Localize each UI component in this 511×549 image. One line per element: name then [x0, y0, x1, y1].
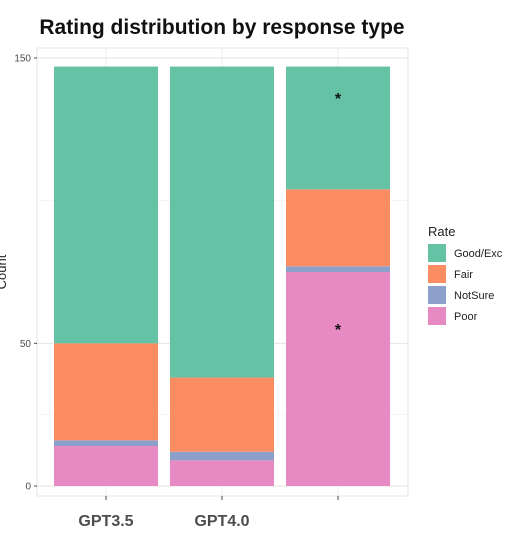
bar-segment-good-exc: [54, 66, 158, 344]
legend-label: Fair: [454, 269, 473, 281]
bars-layer: [54, 66, 390, 486]
legend: Rate Good/Exc Fair NotSure Poor: [428, 224, 503, 325]
bar-segment-notsure: [286, 266, 390, 272]
y-tick-label: 50: [20, 339, 32, 350]
legend-label: Poor: [454, 311, 478, 323]
y-axis: 0 50 150: [14, 54, 37, 493]
y-axis-label: Count: [0, 254, 9, 289]
bar-segment-fair: [54, 343, 158, 441]
legend-title: Rate: [428, 224, 455, 239]
x-tick-label: GPT4.0: [194, 513, 249, 530]
bar-segment-poor: [54, 446, 158, 486]
legend-swatch: [428, 307, 446, 325]
legend-swatch: [428, 244, 446, 262]
legend-swatch: [428, 286, 446, 304]
legend-label: Good/Exc: [454, 248, 503, 260]
annotations-layer: **: [335, 91, 342, 339]
bar-segment-good-exc: [286, 66, 390, 190]
x-tick-label: GPT3.5: [78, 513, 133, 530]
bar-segment-fair: [170, 377, 274, 452]
x-axis: GPT3.5 GPT4.0: [78, 496, 339, 530]
bar-segment-good-exc: [170, 66, 274, 378]
legend-swatch: [428, 265, 446, 283]
legend-label: NotSure: [454, 290, 494, 302]
annotation-asterisk: *: [335, 322, 342, 339]
bar-segment-notsure: [54, 440, 158, 447]
bar-segment-poor: [170, 460, 274, 486]
bar-segment-notsure: [170, 451, 274, 461]
y-tick-label: 150: [14, 54, 31, 65]
bar-segment-poor: [286, 272, 390, 486]
y-tick-label: 0: [25, 482, 31, 493]
chart-title: Rating distribution by response type: [39, 16, 404, 39]
bar-segment-fair: [286, 189, 390, 267]
annotation-asterisk: *: [335, 91, 342, 108]
